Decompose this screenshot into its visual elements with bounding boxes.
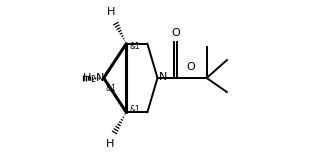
Text: &1: &1 (130, 105, 140, 115)
Text: H: H (106, 7, 115, 17)
Text: O: O (171, 28, 180, 38)
Text: H: H (106, 139, 114, 149)
Text: O: O (187, 62, 195, 72)
Text: H$_2$N: H$_2$N (82, 71, 105, 85)
Text: &1: &1 (105, 84, 116, 93)
Text: &1: &1 (130, 41, 140, 51)
Text: N: N (159, 72, 167, 82)
